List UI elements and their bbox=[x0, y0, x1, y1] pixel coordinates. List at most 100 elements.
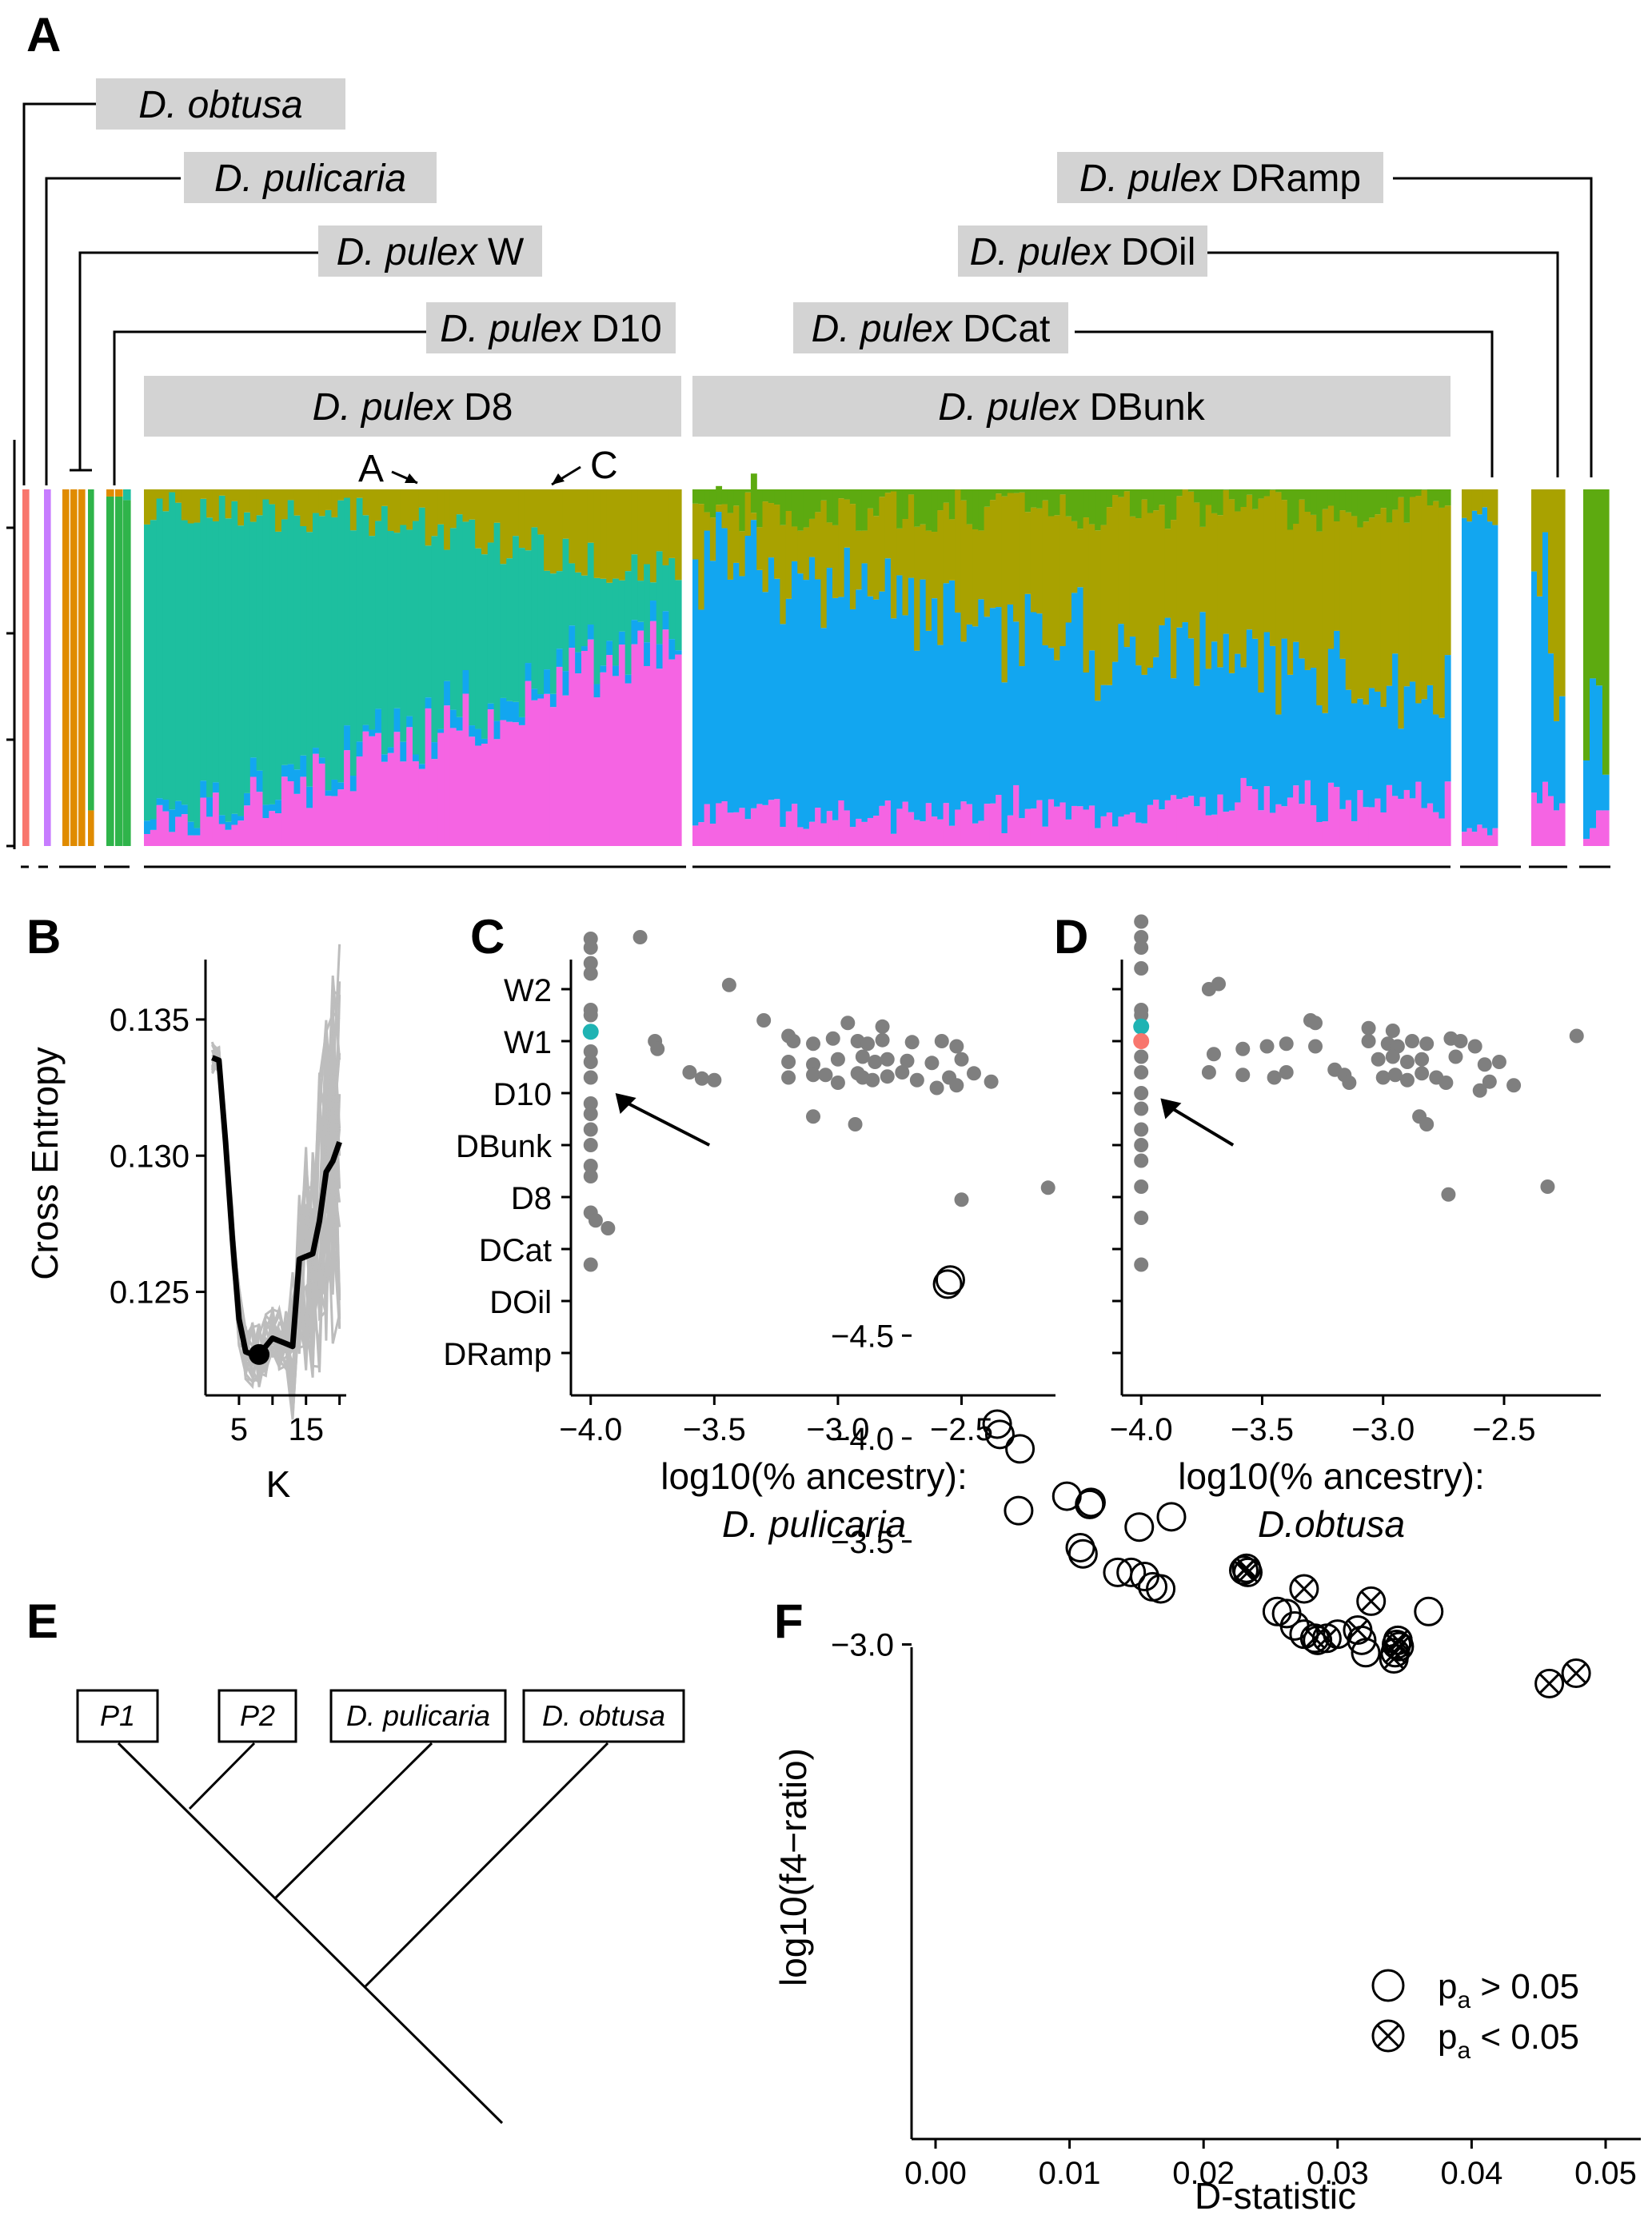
bar-w2 bbox=[70, 489, 78, 846]
bar-segment bbox=[469, 736, 476, 846]
bar-segment bbox=[744, 489, 752, 493]
bar-dbunk bbox=[1118, 489, 1125, 846]
data-point bbox=[650, 1041, 665, 1056]
label-species: D. pulicaria bbox=[214, 158, 406, 200]
label-text: D. pulex D8 bbox=[313, 386, 513, 429]
bar-segment bbox=[1141, 674, 1148, 824]
bar-segment bbox=[727, 513, 734, 580]
bar-segment bbox=[244, 792, 251, 806]
point-significant bbox=[1561, 1658, 1591, 1689]
bar-segment bbox=[762, 501, 769, 593]
bar-segment bbox=[960, 801, 968, 846]
data-point bbox=[880, 1052, 895, 1067]
panel-a-axes bbox=[6, 440, 16, 849]
bar-segment bbox=[431, 742, 438, 760]
bar-segment bbox=[920, 489, 927, 525]
population-label-w: D. pulex W bbox=[318, 225, 542, 277]
data-point bbox=[840, 1016, 856, 1031]
panel-d-xlabel: log10(% ancestry): bbox=[1178, 1455, 1485, 1497]
bar-segment bbox=[413, 754, 420, 762]
bar-segment bbox=[808, 821, 816, 846]
bar-segment bbox=[1433, 812, 1440, 846]
bar-segment bbox=[1322, 821, 1329, 846]
label-text: D. pulex DBunk bbox=[938, 386, 1206, 429]
bar-segment bbox=[1042, 500, 1049, 645]
bar-segment bbox=[867, 817, 874, 846]
bar-segment bbox=[150, 829, 158, 846]
bar-segment bbox=[675, 580, 682, 651]
bar-segment bbox=[815, 808, 822, 846]
bar-segment bbox=[1071, 489, 1078, 521]
bar-segment bbox=[356, 497, 364, 742]
bar-segment bbox=[562, 695, 569, 846]
bar-segment bbox=[1427, 489, 1434, 505]
data-point bbox=[895, 1065, 910, 1080]
bar-segment bbox=[1287, 529, 1294, 675]
bar-segment bbox=[1083, 489, 1090, 518]
bar-segment bbox=[487, 542, 495, 704]
bar-segment bbox=[413, 761, 420, 846]
taxon-p1-label: P1 bbox=[100, 1699, 135, 1732]
bar-dbunk bbox=[1375, 489, 1382, 846]
bar-d8 bbox=[513, 489, 520, 846]
bar-segment bbox=[791, 561, 798, 804]
bar-segment bbox=[493, 489, 501, 523]
bar-segment bbox=[1583, 839, 1590, 846]
bar-segment bbox=[914, 526, 920, 651]
bar-segment bbox=[1118, 624, 1125, 817]
bar-segment bbox=[1042, 826, 1049, 846]
data-point bbox=[1467, 1039, 1482, 1054]
bar-segment bbox=[803, 580, 810, 829]
bar-dbunk bbox=[1246, 489, 1253, 846]
bar-segment bbox=[1559, 696, 1566, 804]
bar-segment bbox=[960, 641, 968, 802]
bar-d8 bbox=[613, 489, 620, 846]
x-tick-label: 15 bbox=[288, 1412, 324, 1447]
bar-segment bbox=[269, 811, 276, 846]
bar-doil bbox=[1542, 489, 1549, 846]
bar-segment bbox=[1100, 684, 1107, 816]
bar-segment bbox=[369, 736, 376, 846]
bar-segment bbox=[832, 525, 839, 598]
bar-segment bbox=[1024, 593, 1032, 809]
bar-segment bbox=[1252, 509, 1259, 639]
bar-segment bbox=[727, 579, 734, 813]
bar-segment bbox=[1077, 806, 1084, 846]
bar-segment bbox=[249, 489, 257, 522]
bar-segment bbox=[727, 812, 734, 846]
data-point bbox=[934, 1034, 949, 1048]
bar-segment bbox=[1077, 529, 1084, 588]
data-point bbox=[583, 956, 598, 971]
bar-segment bbox=[1554, 720, 1560, 811]
label-species: D. pulex bbox=[1079, 158, 1222, 200]
data-point bbox=[583, 966, 598, 981]
bar-d8 bbox=[144, 489, 151, 846]
bar-segment bbox=[920, 579, 927, 822]
bar-segment bbox=[1375, 514, 1382, 692]
bar-dbunk bbox=[1444, 489, 1451, 846]
bar-d8 bbox=[562, 489, 569, 846]
connector-w bbox=[70, 251, 318, 472]
bar-segment bbox=[675, 654, 682, 846]
bar-segment bbox=[513, 722, 520, 846]
data-point bbox=[1439, 1076, 1454, 1090]
bar-segment bbox=[493, 720, 501, 740]
bar-d8 bbox=[262, 489, 269, 846]
bar-dbunk bbox=[937, 489, 944, 846]
bar-segment bbox=[225, 821, 232, 830]
bar-segment bbox=[44, 489, 51, 846]
bar-segment bbox=[1263, 632, 1271, 787]
bar-segment bbox=[1269, 812, 1276, 846]
bar-segment bbox=[1444, 489, 1451, 506]
bar-d8 bbox=[312, 489, 320, 846]
data-point bbox=[1506, 1078, 1522, 1093]
data-point bbox=[855, 1049, 870, 1064]
label-box bbox=[184, 152, 437, 203]
panel-f-scatter: −4.5 −4.0 −3.5 −3.0 0.00 0.01 0.02 0.03 0.04 0.05 bbox=[831, 1265, 1641, 2191]
legend-label: pa > 0.05 bbox=[1438, 1967, 1579, 2013]
bar-segment bbox=[1357, 698, 1364, 791]
data-point bbox=[1206, 1047, 1221, 1062]
data-point bbox=[806, 1068, 820, 1083]
bar-segment bbox=[733, 562, 740, 812]
bar-segment bbox=[1235, 802, 1242, 846]
